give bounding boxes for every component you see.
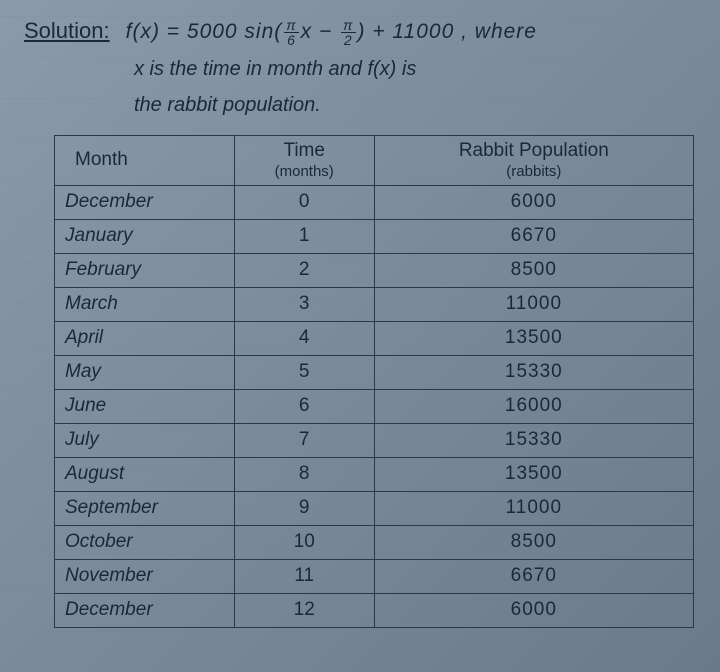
cell-month: March [55,287,235,321]
table-row: January16670 [55,219,694,253]
table-row: November116670 [55,559,694,593]
cell-time: 9 [234,491,374,525]
cell-population: 15330 [374,355,693,389]
frac-pi-6: π6 [284,18,298,47]
frac-pi-2: π2 [341,18,355,47]
formula-eq: = 5000 sin( [160,20,282,43]
table-header-row: Month Time (months) Rabbit Population (r… [55,136,694,186]
cell-month: October [55,525,235,559]
header-month: Month [55,136,235,186]
cell-month: December [55,185,235,219]
cell-population: 6670 [374,559,693,593]
formula: f(x) = 5000 sin(π6x − π2) + 11000 , wher… [126,18,537,47]
description-line-1: x is the time in month and f(x) is [134,51,696,87]
cell-population: 16000 [374,389,693,423]
cell-time: 8 [234,457,374,491]
cell-population: 6000 [374,185,693,219]
cell-population: 6000 [374,593,693,627]
formula-where: where [468,20,537,43]
cell-month: June [55,389,235,423]
cell-population: 13500 [374,457,693,491]
cell-time: 12 [234,593,374,627]
header-time: Time (months) [234,136,374,186]
cell-population: 11000 [374,287,693,321]
cell-month: November [55,559,235,593]
cell-month: September [55,491,235,525]
cell-population: 15330 [374,423,693,457]
cell-population: 8500 [374,253,693,287]
cell-time: 6 [234,389,374,423]
cell-month: May [55,355,235,389]
table-row: June616000 [55,389,694,423]
table-row: December126000 [55,593,694,627]
table-row: March311000 [55,287,694,321]
description-line-2: the rabbit population. [134,87,696,123]
cell-month: February [55,253,235,287]
solution-label: Solution: [24,18,110,44]
cell-time: 7 [234,423,374,457]
cell-time: 3 [234,287,374,321]
table-body: December06000January16670February28500Ma… [55,185,694,627]
formula-mid: x − [301,20,339,43]
table-row: December06000 [55,185,694,219]
cell-population: 11000 [374,491,693,525]
formula-end: ) + 11000 , [358,20,468,43]
cell-population: 6670 [374,219,693,253]
cell-time: 4 [234,321,374,355]
cell-month: April [55,321,235,355]
cell-time: 10 [234,525,374,559]
table-row: August813500 [55,457,694,491]
cell-time: 5 [234,355,374,389]
table-row: April413500 [55,321,694,355]
table-row: October108500 [55,525,694,559]
cell-time: 0 [234,185,374,219]
table-row: September911000 [55,491,694,525]
table-row: July715330 [55,423,694,457]
cell-month: January [55,219,235,253]
table-row: February28500 [55,253,694,287]
population-table: Month Time (months) Rabbit Population (r… [54,135,694,628]
cell-time: 2 [234,253,374,287]
header-population: Rabbit Population (rabbits) [374,136,693,186]
cell-month: August [55,457,235,491]
cell-time: 11 [234,559,374,593]
cell-month: December [55,593,235,627]
formula-fn: f(x) [126,20,160,43]
cell-month: July [55,423,235,457]
cell-time: 1 [234,219,374,253]
solution-header: Solution: f(x) = 5000 sin(π6x − π2) + 11… [24,18,696,47]
description: x is the time in month and f(x) is the r… [134,51,696,123]
cell-population: 8500 [374,525,693,559]
table-row: May515330 [55,355,694,389]
cell-population: 13500 [374,321,693,355]
